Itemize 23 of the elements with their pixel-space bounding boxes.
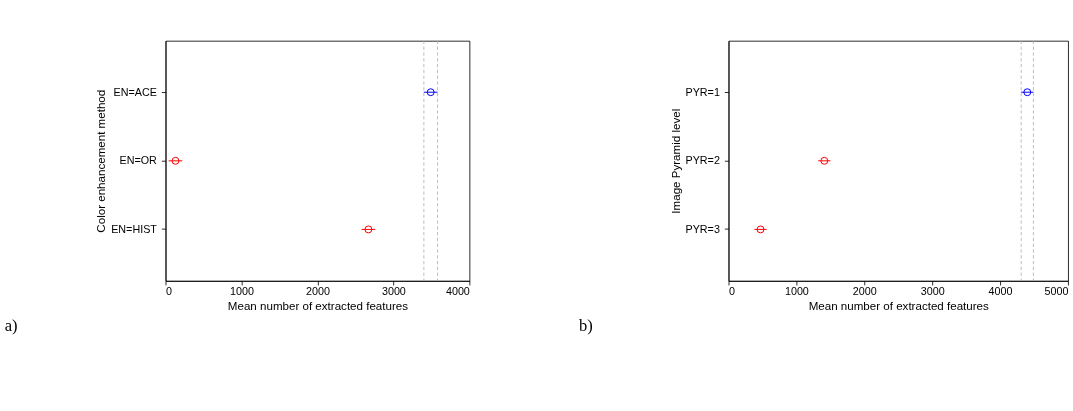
x-tick-label: 1000 bbox=[784, 285, 809, 298]
x-tick-label: 3000 bbox=[920, 285, 945, 298]
x-tick-label: 1000 bbox=[230, 285, 254, 298]
y-tick-label: PYR=3 bbox=[685, 222, 720, 235]
y-tick-label: PYR=1 bbox=[685, 85, 720, 98]
x-tick-label: 3000 bbox=[381, 285, 406, 298]
x-tick-label: 4000 bbox=[988, 285, 1013, 298]
x-axis-title: Mean number of extracted features bbox=[227, 300, 409, 313]
x-tick-label: 2000 bbox=[852, 285, 877, 298]
x-tick-label: 5000 bbox=[1044, 285, 1069, 298]
y-axis-title: Image Pyramid level bbox=[669, 108, 682, 214]
x-tick-label: 0 bbox=[728, 285, 735, 298]
y-axis-title: Color enhancement method bbox=[95, 89, 108, 233]
y-tick-label: EN=OR bbox=[119, 154, 158, 167]
text: b) bbox=[579, 315, 593, 335]
x-axis-title: Mean number of extracted features bbox=[808, 300, 990, 313]
y-tick-label: EN=ACE bbox=[113, 85, 157, 98]
x-tick-label: 4000 bbox=[445, 285, 470, 298]
x-tick-label: 0 bbox=[166, 285, 172, 298]
y-tick-label: EN=HIST bbox=[111, 222, 158, 235]
x-tick-label: 2000 bbox=[305, 285, 330, 298]
text: a) bbox=[4, 315, 18, 335]
y-tick-label: PYR=2 bbox=[685, 154, 720, 167]
